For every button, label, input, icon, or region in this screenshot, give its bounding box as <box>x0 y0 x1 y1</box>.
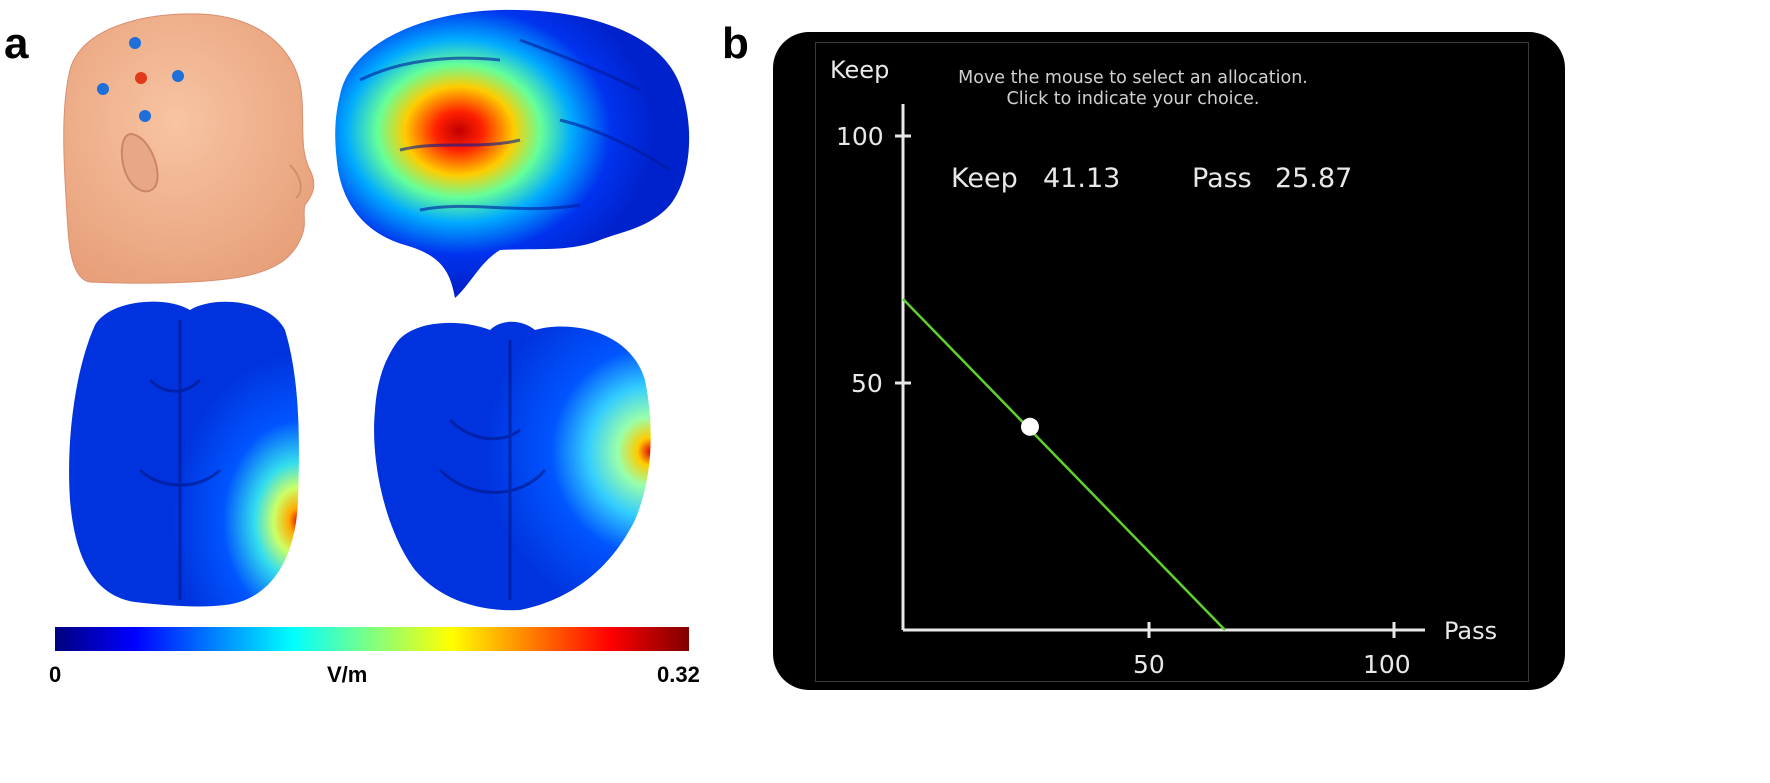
instructions: Move the mouse to select an allocation. … <box>773 68 1493 110</box>
electrode-cathode <box>97 83 109 95</box>
electrode-cathode <box>139 110 151 122</box>
y-axis-label: Keep <box>830 56 890 84</box>
colorbar-min-label: 0 <box>49 662 62 687</box>
readout-pass-label: Pass <box>1192 163 1252 194</box>
electrode-anode <box>135 72 147 84</box>
selected-allocation-marker[interactable] <box>1021 417 1039 436</box>
task-screen-frame <box>815 42 1529 682</box>
head-model <box>63 13 315 284</box>
instruction-line-1: Move the mouse to select an allocation. <box>958 68 1308 88</box>
x-tick-label-50: 50 <box>1133 650 1165 679</box>
readout-keep-label: Keep <box>951 163 1018 194</box>
brain-axial-slice-2 <box>374 321 651 611</box>
colorbar-max-label: 0.32 <box>657 662 700 687</box>
readout-pass-value: 25.87 <box>1275 163 1353 194</box>
readout-keep-value: 41.13 <box>1043 163 1121 194</box>
brain-axial-slice-1 <box>69 301 299 607</box>
panel-label-a: a <box>4 19 29 68</box>
task-screen: Move the mouse to select an allocation. … <box>773 32 1565 690</box>
panel-label-b: b <box>722 19 749 68</box>
budget-line[interactable] <box>902 298 1226 631</box>
colorbar-unit-label: V/m <box>327 662 368 687</box>
y-tick-label-50: 50 <box>851 369 883 398</box>
brain-lateral-view <box>335 9 690 299</box>
y-tick-label-100: 100 <box>836 122 884 151</box>
x-tick-label-100: 100 <box>1363 650 1411 679</box>
field-model-figure <box>55 9 690 651</box>
x-axis-label: Pass <box>1444 617 1498 645</box>
electrode-cathode <box>172 70 184 82</box>
instruction-line-2: Click to indicate your choice. <box>1006 89 1260 109</box>
electrode-cathode <box>129 37 141 49</box>
colorbar <box>55 627 689 651</box>
allocation-plot[interactable] <box>773 32 1565 690</box>
